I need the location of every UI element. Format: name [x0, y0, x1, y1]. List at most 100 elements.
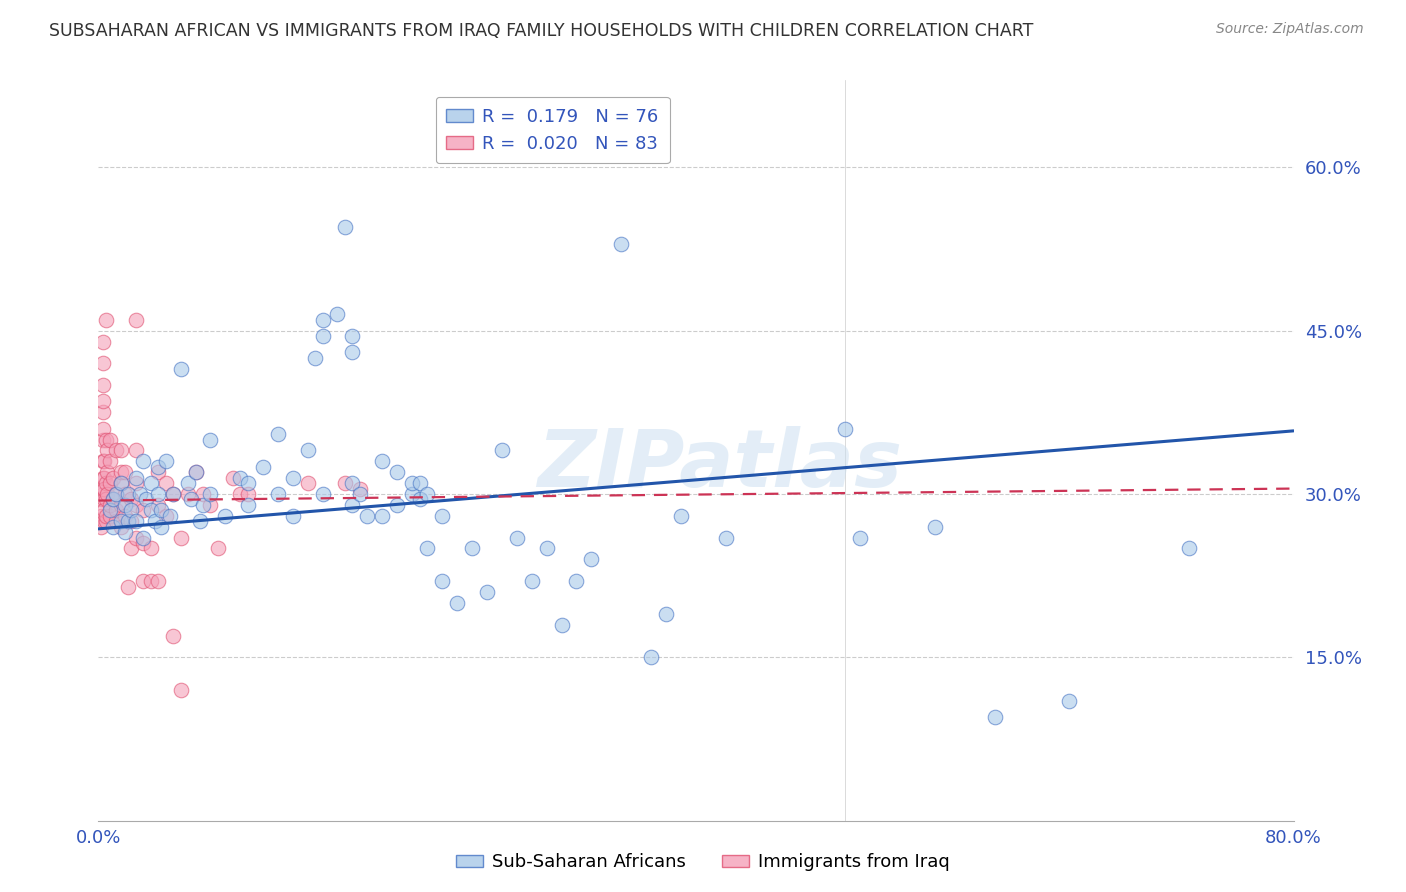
Point: [984, 710, 1007, 724]
Point: [304, 351, 326, 365]
Point: [117, 514, 139, 528]
Point: [90, 519, 112, 533]
Point: [520, 574, 543, 588]
Point: [408, 476, 430, 491]
Point: [342, 476, 364, 491]
Point: [117, 487, 139, 501]
Point: [98, 476, 122, 491]
Point: [125, 471, 148, 485]
Point: [103, 492, 125, 507]
Point: [1059, 694, 1081, 708]
Point: [252, 459, 274, 474]
Point: [655, 607, 678, 621]
Point: [416, 487, 439, 501]
Point: [94, 492, 117, 507]
Point: [180, 492, 202, 507]
Point: [148, 459, 170, 474]
Point: [94, 476, 117, 491]
Point: [1178, 541, 1201, 556]
Point: [125, 313, 148, 327]
Point: [94, 514, 117, 528]
Point: [105, 487, 128, 501]
Point: [139, 476, 162, 491]
Point: [114, 525, 136, 540]
Point: [162, 487, 184, 501]
Point: [110, 476, 132, 491]
Legend: R =  0.179   N = 76, R =  0.020   N = 83: R = 0.179 N = 76, R = 0.020 N = 83: [436, 96, 669, 163]
Point: [98, 503, 122, 517]
Point: [536, 541, 558, 556]
Point: [90, 492, 112, 507]
Point: [114, 498, 136, 512]
Point: [135, 492, 157, 507]
Point: [110, 465, 132, 479]
Point: [669, 508, 692, 523]
Point: [120, 514, 142, 528]
Point: [491, 443, 513, 458]
Point: [169, 531, 191, 545]
Point: [132, 454, 155, 468]
Point: [184, 465, 207, 479]
Text: SUBSAHARAN AFRICAN VS IMMIGRANTS FROM IRAQ FAMILY HOUSEHOLDS WITH CHILDREN CORRE: SUBSAHARAN AFRICAN VS IMMIGRANTS FROM IR…: [49, 22, 1033, 40]
Point: [110, 519, 132, 533]
Point: [94, 508, 117, 523]
Point: [125, 498, 148, 512]
Point: [371, 508, 394, 523]
Point: [93, 482, 115, 496]
Point: [297, 443, 319, 458]
Point: [98, 454, 122, 468]
Point: [93, 514, 115, 528]
Point: [98, 508, 122, 523]
Point: [416, 541, 439, 556]
Point: [162, 628, 184, 642]
Point: [177, 487, 200, 501]
Point: [91, 487, 114, 501]
Point: [132, 531, 155, 545]
Point: [91, 394, 114, 409]
Point: [120, 492, 142, 507]
Point: [229, 487, 252, 501]
Point: [155, 476, 177, 491]
Point: [169, 361, 191, 376]
Point: [91, 405, 114, 419]
Point: [129, 487, 152, 501]
Point: [96, 487, 118, 501]
Point: [281, 471, 304, 485]
Point: [103, 471, 125, 485]
Point: [849, 531, 872, 545]
Point: [714, 531, 737, 545]
Point: [105, 443, 128, 458]
Point: [236, 498, 259, 512]
Point: [349, 482, 371, 496]
Point: [105, 503, 128, 517]
Point: [610, 236, 633, 251]
Point: [349, 487, 371, 501]
Point: [125, 443, 148, 458]
Point: [103, 519, 125, 533]
Point: [385, 498, 409, 512]
Point: [110, 514, 132, 528]
Point: [475, 585, 498, 599]
Point: [371, 454, 394, 468]
Point: [640, 650, 662, 665]
Point: [177, 476, 200, 491]
Point: [200, 487, 222, 501]
Point: [200, 498, 222, 512]
Point: [408, 492, 430, 507]
Point: [200, 433, 222, 447]
Point: [117, 580, 139, 594]
Point: [356, 508, 378, 523]
Point: [333, 220, 356, 235]
Point: [333, 476, 356, 491]
Point: [96, 465, 118, 479]
Point: [430, 508, 453, 523]
Point: [267, 487, 290, 501]
Point: [120, 541, 142, 556]
Point: [326, 307, 349, 321]
Point: [125, 514, 148, 528]
Point: [91, 356, 114, 370]
Point: [461, 541, 484, 556]
Text: ZIPatlas: ZIPatlas: [537, 426, 903, 504]
Point: [150, 519, 173, 533]
Point: [565, 574, 588, 588]
